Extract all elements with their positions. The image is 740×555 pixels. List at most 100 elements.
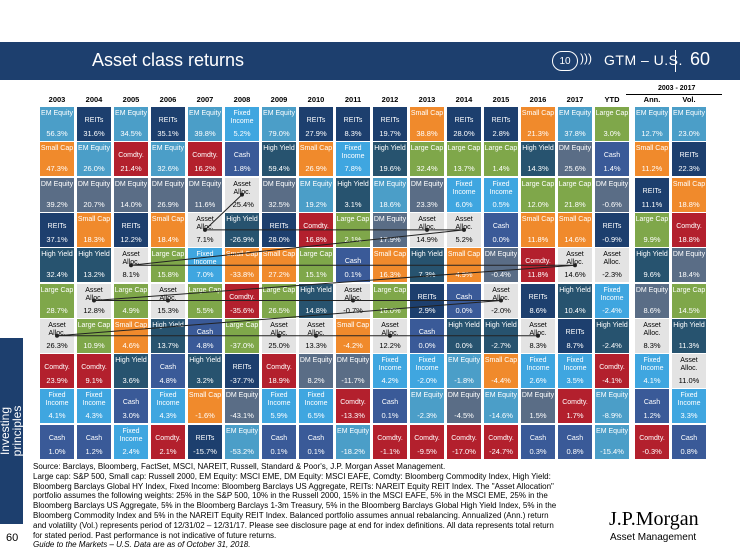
asset-class-label: Large Cap	[262, 286, 296, 294]
return-cell: REITs 2.9%	[410, 283, 444, 318]
return-cell: Small Cap -4.4%	[484, 354, 518, 389]
return-cell: Cash 1.2%	[77, 424, 111, 459]
return-cell: DM Equity 8.2%	[299, 354, 333, 389]
asset-class-label: Cash	[418, 328, 436, 336]
asset-class-label: Small Cap	[521, 215, 555, 223]
asset-class-label: EM Equity	[152, 145, 184, 153]
asset-class-label: REITs	[232, 364, 252, 372]
return-cell: EM Equity 56.3%	[40, 107, 74, 141]
return-value: 0.0%	[492, 234, 510, 244]
return-value: 27.2%	[268, 270, 290, 280]
return-cell: High Yield 19.6%	[373, 142, 407, 177]
return-cell: Comdty. 16.2%	[188, 142, 222, 177]
asset-class-label: Asset Alloc.	[455, 215, 473, 231]
return-value: -1.8%	[454, 376, 474, 386]
asset-class-label: Asset Alloc.	[381, 321, 399, 337]
return-cell: Asset Alloc. 12.2%	[373, 318, 407, 353]
return-cell: High Yield 14.3%	[521, 142, 555, 177]
asset-class-label: Small Cap	[484, 357, 518, 365]
return-value: -15.7%	[193, 446, 217, 456]
asset-class-label: Asset Alloc.	[566, 251, 584, 267]
asset-class-label: Cash	[85, 434, 103, 442]
return-cell: Cash 4.8%	[151, 354, 185, 389]
return-cell: Asset Alloc. 26.3%	[40, 318, 74, 353]
asset-class-label: Fixed Income	[415, 357, 439, 373]
return-cell: DM Equity -0.4%	[484, 248, 518, 283]
asset-class-label: High Yield	[559, 286, 591, 294]
return-value: 9.1%	[85, 376, 103, 386]
logo-subtitle: Asset Management	[610, 532, 697, 543]
return-value: 19.6%	[379, 164, 401, 174]
header-bar: Asset class returns 10 ))) GTM – U.S. 60	[0, 42, 740, 80]
return-cell: EM Equity -18.2%	[336, 424, 370, 459]
return-value: 18.8%	[678, 234, 700, 244]
return-cell: Cash 0.0%	[484, 212, 518, 247]
asset-class-label: REITs	[602, 222, 622, 230]
return-value: 28.7%	[46, 305, 68, 315]
asset-class-label: Small Cap	[114, 321, 148, 329]
return-cell: Comdty. -13.3%	[336, 389, 370, 424]
asset-class-label: DM Equity	[225, 392, 259, 400]
return-value: 3.0%	[603, 129, 621, 138]
return-cell: Asset Alloc. -2.0%	[484, 283, 518, 318]
asset-class-label: Cash	[643, 399, 661, 407]
return-value: 2.1%	[159, 446, 177, 456]
return-cell: Asset Alloc. 8.1%	[114, 248, 148, 283]
return-cell: REITs 8.3%	[336, 107, 370, 141]
return-cell: Fixed Income 3.5%	[558, 354, 592, 389]
asset-class-label: High Yield	[411, 251, 443, 259]
return-cell: Small Cap -1.6%	[188, 389, 222, 424]
return-value: 14.6%	[564, 234, 586, 244]
return-cell: Comdty. 1.7%	[558, 389, 592, 424]
return-value: 3.5%	[566, 376, 584, 386]
return-value: -18.2%	[341, 446, 365, 456]
return-value: 0.1%	[307, 446, 325, 456]
asset-class-label: Large Cap	[672, 286, 706, 294]
asset-class-label: Large Cap	[188, 286, 222, 294]
return-cell: Cash 0.0%	[410, 318, 444, 353]
asset-class-label: Small Cap	[336, 321, 370, 329]
return-value: -37.7%	[230, 376, 254, 386]
return-value: 1.8%	[233, 164, 251, 174]
return-cell: REITs 28.0%	[262, 212, 296, 247]
return-cell: Comdty. -24.7%	[484, 424, 518, 459]
asset-class-label: Fixed Income	[341, 145, 365, 161]
asset-class-label: REITs	[528, 293, 548, 301]
return-cell: Small Cap 18.8%	[672, 177, 706, 212]
asset-class-label: Comdty.	[266, 364, 292, 372]
return-cell: Asset Alloc. 12.8%	[77, 283, 111, 318]
return-value: -11.7%	[341, 376, 365, 386]
return-cell: Small Cap 38.8%	[410, 107, 444, 141]
return-cell: DM Equity 32.5%	[262, 177, 296, 212]
asset-class-label: EM Equity	[673, 110, 705, 117]
asset-class-label: DM Equity	[521, 392, 555, 400]
asset-class-label: Cash	[566, 434, 584, 442]
return-value: 3.1%	[344, 199, 362, 209]
sound-waves-icon: )))	[580, 51, 592, 65]
asset-class-label: REITs	[491, 117, 511, 124]
return-value: 18.6%	[379, 199, 401, 209]
return-cell: Large Cap 4.9%	[114, 283, 148, 318]
return-cell: High Yield 11.3%	[672, 318, 706, 353]
audio-icon[interactable]: 10	[552, 51, 578, 71]
asset-class-label: Asset Alloc.	[48, 321, 66, 337]
return-cell: EM Equity 79.0%	[262, 107, 296, 141]
asset-class-label: Comdty.	[676, 222, 702, 230]
asset-class-label: High Yield	[263, 145, 295, 153]
sidebar-label-line2: principles	[10, 405, 24, 457]
asset-class-label: Comdty.	[639, 434, 665, 442]
return-cell: Small Cap 21.3%	[521, 107, 555, 141]
return-cell: DM Equity -4.5%	[447, 389, 481, 424]
asset-class-label: Large Cap	[447, 145, 481, 153]
return-value: -26.9%	[230, 234, 254, 244]
return-cell: High Yield 0.0%	[447, 318, 481, 353]
return-value: 56.3%	[46, 129, 68, 138]
return-cell: High Yield 32.4%	[40, 248, 74, 283]
sidebar-label: Investing principles	[0, 405, 24, 457]
return-cell: High Yield 13.7%	[151, 318, 185, 353]
asset-class-label: Fixed Income	[156, 392, 180, 408]
asset-class-label: DM Equity	[151, 180, 185, 188]
return-value: -25.4%	[230, 199, 254, 209]
return-value: -17.0%	[452, 446, 476, 456]
asset-class-label: Small Cap	[262, 251, 296, 259]
